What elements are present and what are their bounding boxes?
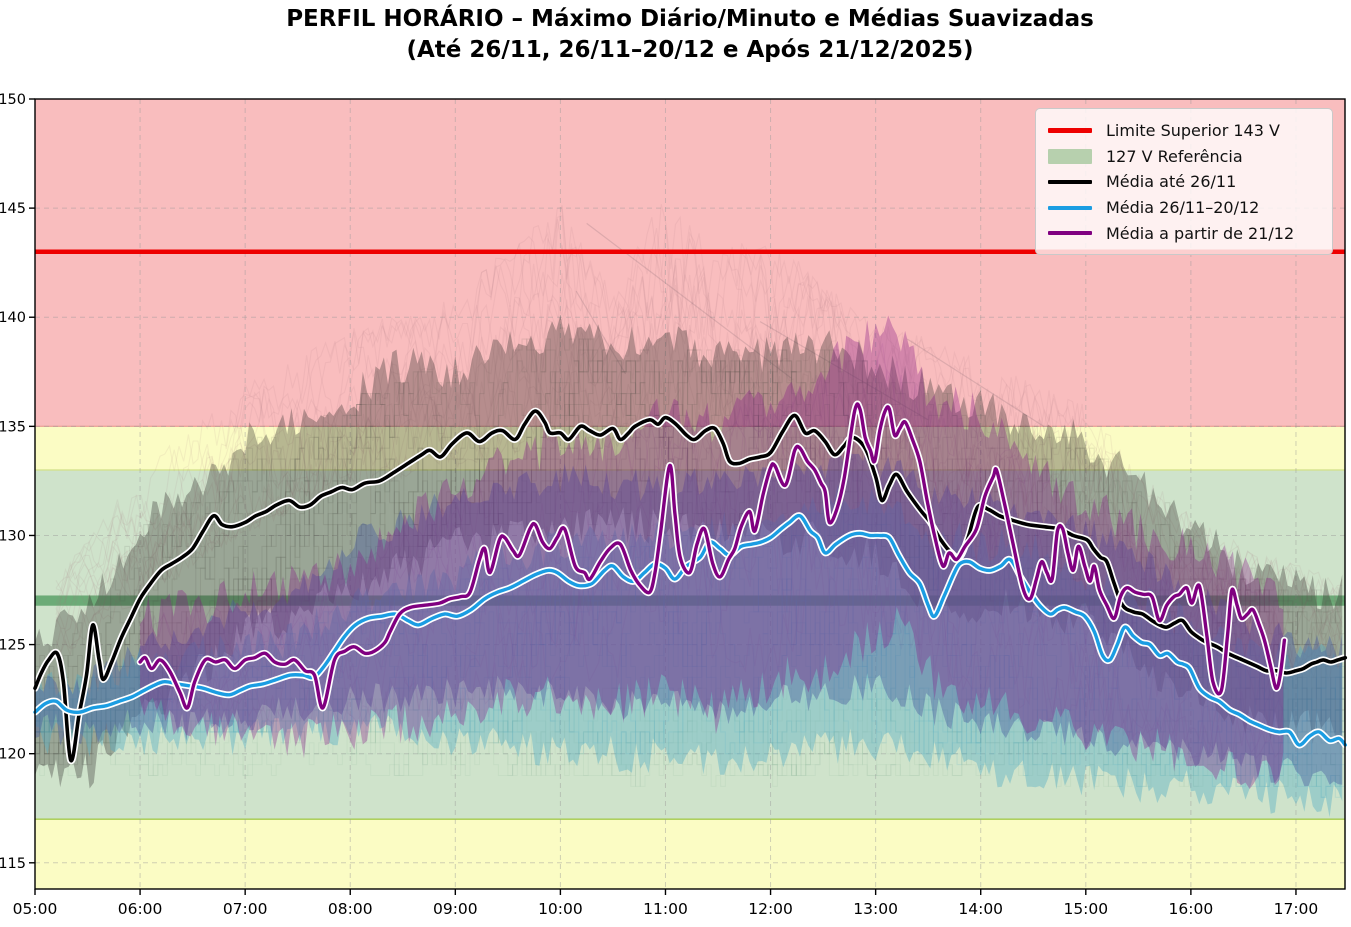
x-tick-label: 09:00: [433, 900, 478, 918]
x-tick-label: 06:00: [118, 900, 163, 918]
tracos-minuto-altos: [55, 205, 1343, 678]
tracos-minuto-cinza: [35, 360, 1346, 755]
y-tick-label: 150: [0, 92, 26, 108]
series-line-2: [138, 402, 1287, 710]
tracos-minuto-baixos: [35, 687, 1341, 787]
tracos-minuto-altos: [55, 217, 1343, 683]
tracos-minuto-baixos: [35, 687, 1341, 787]
legend-label: Média a partir de 21/12: [1106, 223, 1295, 243]
tracos-minuto-baixos: [35, 687, 1341, 787]
legend-item-3: Média 26/11–20/12: [1048, 195, 1320, 221]
chart-title-line1: PERFIL HORÁRIO – Máximo Diário/Minuto e …: [286, 6, 1094, 32]
chart-legend: Limite Superior 143 V 127 V Referência Méd…: [1035, 108, 1333, 255]
tracos-minuto-baixos: [35, 687, 1341, 787]
faixa-max-ate-26-11: [35, 315, 1343, 789]
legend-item-4: Média a partir de 21/12: [1048, 220, 1320, 246]
chart-title: PERFIL HORÁRIO – Máximo Diário/Minuto e …: [35, 4, 1345, 66]
tracos-minuto-cinza: [35, 349, 1346, 766]
tracos-minuto-ciano: [35, 524, 1346, 766]
tracos-minuto-baixos: [35, 687, 1341, 787]
diagonal-trace: [575, 290, 627, 375]
y-tick-label: 140: [0, 310, 26, 326]
tracos-minuto-roxo: [139, 409, 1285, 761]
diagonal-trace: [906, 338, 1045, 427]
zone-band: [35, 819, 1345, 889]
y-tick-label: 135: [0, 419, 26, 435]
tracos-minuto-roxo: [139, 403, 1285, 739]
tracos-minuto-altos: [55, 243, 1343, 655]
legend-item-2: Média até 26/11: [1048, 169, 1320, 195]
tracos-minuto-ciano: [35, 513, 1346, 798]
tracos-minuto-roxo: [139, 376, 1285, 737]
x-tick-label: 05:00: [13, 900, 58, 918]
x-tick-label: 07:00: [223, 900, 268, 918]
tracos-minuto-altos: [55, 226, 1343, 655]
tracos-minuto-altos: [55, 263, 1343, 650]
y-tick-label: 125: [0, 638, 26, 654]
legend-label: Média 26/11–20/12: [1106, 198, 1260, 218]
tracos-minuto-altos: [55, 243, 1343, 670]
axes-frame: [34, 98, 1346, 890]
legend-line-swatch-icon: [1048, 179, 1092, 184]
x-tick-label: 11:00: [643, 900, 688, 918]
x-tick-label: 10:00: [538, 900, 583, 918]
tracos-minuto-baixos: [35, 687, 1341, 787]
legend-label: 127 V Referência: [1106, 146, 1243, 166]
x-tick-label: 13:00: [853, 900, 898, 918]
tracos-minuto-baixos: [35, 687, 1341, 787]
diagonal-trace: [759, 321, 929, 421]
legend-line-swatch-icon: [1048, 128, 1092, 134]
tracos-minuto-cinza: [35, 349, 1346, 766]
tracos-minuto-roxo: [139, 343, 1285, 733]
y-tick-label: 130: [0, 528, 26, 544]
x-tick-label: 08:00: [328, 900, 373, 918]
y-tick-label: 115: [0, 856, 26, 872]
tracos-minuto-cinza: [35, 371, 1346, 766]
legend-patch-swatch-icon: [1048, 148, 1092, 164]
tracos-minuto-roxo: [139, 360, 1285, 760]
tracos-minuto-altos: [55, 218, 1343, 637]
tracos-minuto-baixos: [35, 687, 1341, 787]
tracos-minuto-cinza: [35, 349, 1346, 744]
tracos-minuto-cinza: [35, 349, 1346, 766]
legend-label: Limite Superior 143 V: [1106, 121, 1280, 141]
tracos-minuto-altos: [55, 206, 1343, 613]
tracos-minuto-cinza: [35, 338, 1346, 733]
x-tick-label: 14:00: [958, 900, 1003, 918]
tracos-minuto-ciano: [35, 524, 1346, 798]
diagonal-trace: [586, 222, 792, 379]
legend-item-1: 127 V Referência: [1048, 144, 1320, 170]
x-tick-label: 15:00: [1063, 900, 1108, 918]
x-tick-label: 17:00: [1274, 900, 1319, 918]
tracos-minuto-cinza: [35, 338, 1346, 744]
tracos-minuto-ciano: [35, 578, 1346, 787]
y-tick-label: 120: [0, 747, 26, 763]
series-line-0: [33, 409, 1348, 763]
tracos-minuto-altos: [55, 204, 1343, 680]
tracos-minuto-altos: [55, 235, 1343, 678]
y-tick-label: 145: [0, 201, 26, 217]
series-line-1: [33, 513, 1347, 747]
x-tick-label: 12:00: [748, 900, 793, 918]
reference-band-127v: [35, 595, 1345, 606]
legend-line-swatch-icon: [1048, 205, 1092, 210]
tracos-minuto-cinza: [35, 338, 1346, 733]
legend-item-0: Limite Superior 143 V: [1048, 118, 1320, 144]
legend-label: Média até 26/11: [1106, 172, 1237, 192]
tracos-minuto-altos: [55, 227, 1343, 670]
faixa-interna-26-11-20-12: [35, 447, 1343, 787]
legend-line-swatch-icon: [1048, 231, 1092, 236]
chart-title-line2: (Até 26/11, 26/11–20/12 e Após 21/12/202…: [406, 37, 974, 63]
tracos-minuto-altos: [55, 274, 1343, 669]
x-tick-label: 16:00: [1169, 900, 1214, 918]
zone-band: [35, 469, 1345, 820]
tracos-minuto-altos: [55, 233, 1343, 669]
